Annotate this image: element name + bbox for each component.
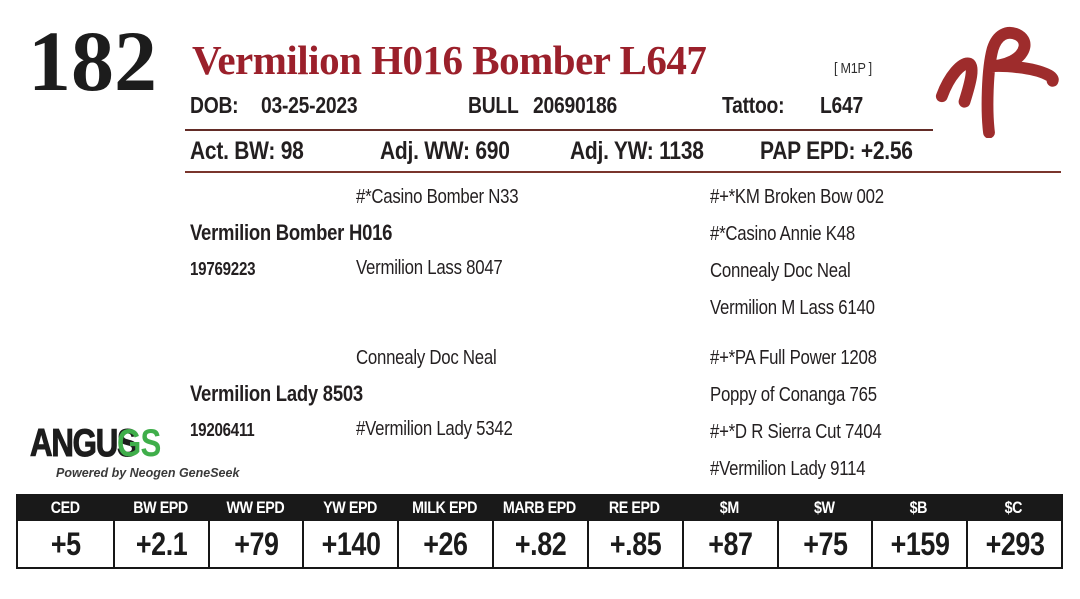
dam-ancestor-1: #+*PA Full Power 1208 (710, 347, 877, 369)
epd-value-ced: +5 (50, 526, 81, 562)
angus-logo-tagline: Powered by Neogen GeneSeek (56, 466, 240, 480)
actual-bw-label: Act. BW: (190, 137, 276, 165)
epd-header-dollar-w: $W (813, 498, 835, 517)
tattoo-label: Tattoo: (722, 92, 785, 118)
epd-value-dollar-w: +75 (776, 521, 872, 567)
epd-header-milk: MILK EPD (412, 498, 478, 517)
dam-dam: #Vermilion Lady 5342 (356, 418, 513, 440)
genetic-code-tag: [ M1P ] (834, 60, 879, 77)
actual-bw-value: 98 (280, 137, 304, 165)
adj-ww-stat: Adj. WW: 690 (380, 137, 534, 166)
epd-value-dollar-c: +293 (966, 521, 1061, 567)
gs-logo-text: GS (117, 422, 161, 465)
sire-name: Vermilion Bomber H016 (190, 220, 393, 245)
sire-registration: 19769223 (190, 259, 256, 279)
sire-ancestor-2: #*Casino Annie K48 (710, 223, 855, 245)
epd-header-ww: WW EPD (226, 498, 284, 517)
epd-value-milk: +26 (397, 521, 492, 567)
epd-header-dollar-b: $B (910, 498, 928, 517)
epd-header-re: RE EPD (608, 498, 660, 517)
epd-value-bw: +2.1 (112, 521, 208, 567)
epd-header-marb: MARB EPD (503, 498, 576, 517)
registration-number: 20690186 (533, 92, 617, 118)
epd-value-dollar-m: +87 (681, 521, 777, 567)
epd-table-value-row: +5 +2.1 +79 +140 +26 +.82 +.85 +87 +75 +… (18, 521, 1061, 567)
epd-header-dollar-c: $C (1004, 498, 1023, 517)
dam-ancestor-4: #Vermilion Lady 9114 (710, 458, 866, 480)
epd-header-yw: YW EPD (322, 498, 377, 517)
adj-yw-value: 1138 (659, 137, 704, 165)
epd-value-yw: +140 (302, 521, 397, 567)
pap-epd-value: +2.56 (860, 137, 913, 165)
lot-number: 182 (28, 13, 157, 109)
epd-table: CED BW EPD WW EPD YW EPD MILK EPD MARB E… (16, 494, 1063, 569)
sex-label: BULL (468, 92, 519, 118)
sire-ancestor-3: Connealy Doc Neal (710, 260, 851, 282)
epd-header-dollar-m: $M (719, 498, 739, 517)
pap-epd-stat: PAP EPD: +2.56 (760, 137, 942, 166)
divider-line-top (185, 129, 933, 131)
actual-bw-stat: Act. BW: 98 (190, 137, 325, 166)
adj-ww-label: Adj. WW: (380, 137, 470, 165)
vermilion-ranch-brand-icon (935, 26, 1059, 138)
dam-registration: 19206411 (190, 420, 255, 440)
genetic-code-text: [ M1P ] (834, 60, 872, 77)
sire-sire: #*Casino Bomber N33 (356, 186, 519, 208)
epd-value-ww: +79 (207, 521, 303, 567)
dob-label: DOB: (190, 92, 239, 118)
adj-ww-value: 690 (475, 137, 510, 165)
sire-dam: Vermilion Lass 8047 (356, 257, 503, 279)
dam-ancestor-2: Poppy of Conanga 765 (710, 384, 877, 406)
adj-yw-label: Adj. YW: (570, 137, 654, 165)
adj-yw-stat: Adj. YW: 1138 (570, 137, 729, 166)
epd-header-ced: CED (50, 498, 80, 517)
dam-name: Vermilion Lady 8503 (190, 381, 363, 406)
sire-ancestor-4: Vermilion M Lass 6140 (710, 297, 875, 319)
dam-sire: Connealy Doc Neal (356, 347, 497, 369)
angus-gs-logo: ANGUSGS (30, 422, 172, 465)
epd-header-bw: BW EPD (132, 498, 188, 517)
dob-value: 03-25-2023 (261, 92, 358, 118)
epd-value-re: +.85 (586, 521, 682, 567)
dam-ancestor-3: #+*D R Sierra Cut 7404 (710, 421, 882, 443)
epd-value-dollar-b: +159 (871, 521, 966, 567)
sire-ancestor-1: #+*KM Broken Bow 002 (710, 186, 884, 208)
angus-logo-text: ANGUS (30, 422, 139, 465)
tattoo-value: L647 (820, 92, 864, 118)
epd-value-marb: +.82 (492, 521, 587, 567)
pap-epd-label: PAP EPD: (760, 137, 856, 165)
divider-line-stats (185, 171, 1061, 173)
animal-name-title: Vermilion H016 Bomber L647 (192, 37, 707, 83)
epd-table-header-row: CED BW EPD WW EPD YW EPD MILK EPD MARB E… (18, 494, 1061, 521)
